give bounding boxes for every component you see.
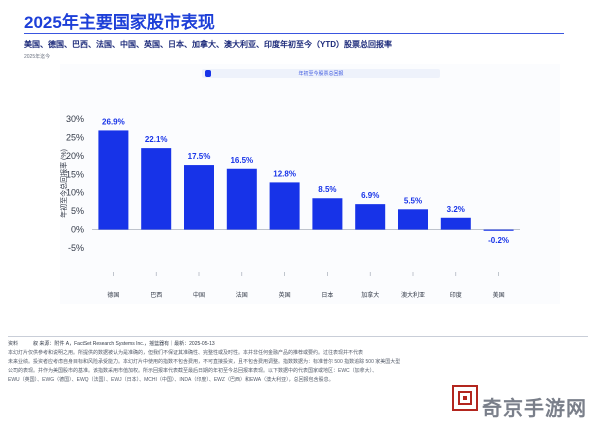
bar	[226, 168, 257, 230]
y-tick-label: 10%	[66, 188, 84, 198]
bar	[184, 165, 214, 230]
period-note: 2025年迄今	[24, 54, 51, 60]
bar	[269, 182, 300, 230]
x-category-label: 日本	[321, 291, 333, 299]
legend-label: 年初至今股票总回报	[298, 71, 344, 77]
x-category-label: 德国	[107, 291, 119, 299]
data-label: 17.5%	[188, 152, 211, 161]
footer-line: 未来业绩。投资者应考虑自身目标和风险承受能力。本幻灯片中使用的指数不包含费用，不…	[8, 359, 401, 365]
bar	[398, 209, 428, 230]
title-divider	[24, 33, 564, 34]
footer-line: EWU（英国）、EWG（德国）、EWQ（法国）、EWJ（日本）、MCHI（中国）…	[8, 377, 334, 383]
footer-divider	[8, 336, 588, 337]
footer-notes: 资料 叙 来源：附件 A，FactSet Research Systems In…	[8, 340, 438, 385]
data-label: 5.5%	[404, 196, 422, 205]
x-category-label: 澳大利亚	[401, 291, 425, 299]
y-tick-label: 25%	[66, 132, 84, 142]
data-label: 6.9%	[361, 191, 379, 200]
bar	[312, 198, 343, 230]
y-tick-label: 15%	[66, 169, 84, 179]
data-label: 3.2%	[447, 205, 465, 214]
bar	[355, 204, 386, 230]
chart-legend: 年初至今股票总回报	[202, 69, 440, 78]
footer-source: 资料 叙 来源：附件 A，FactSet Research Systems In…	[8, 341, 215, 347]
data-label: 8.5%	[318, 185, 336, 194]
legend-swatch	[205, 70, 211, 77]
footer-line: 公司的表现。并作为美国股市的基准。该指数采用市值加权。所示回报率代表截至最后日期…	[8, 368, 378, 374]
bar	[440, 217, 471, 230]
footer-line: 本幻灯片仅供参考和说明之用。所提供的数据被认为是准确的，但我们不保证其准确性、完…	[8, 350, 364, 356]
bar	[483, 229, 514, 231]
y-tick-label: 30%	[66, 114, 84, 124]
y-tick-label: 5%	[71, 206, 84, 216]
x-category-label: 美国	[493, 291, 505, 299]
seal-logo-icon	[452, 385, 478, 411]
x-category-label: 巴西	[150, 292, 162, 299]
data-label: 26.9%	[102, 117, 125, 126]
x-category-label: 中国	[193, 291, 205, 299]
page-title: 2025年主要国家股市表现	[24, 13, 215, 32]
x-category-label: 英国	[279, 291, 291, 299]
data-label: -0.2%	[488, 236, 509, 245]
chart-subtitle: 美国、德国、巴西、法国、中国、英国、日本、加拿大、澳大利亚、印度年初至今（YTD…	[24, 40, 392, 49]
y-tick-label: 0%	[71, 225, 84, 235]
x-category-label: 加拿大	[361, 291, 379, 299]
y-tick-label: -5%	[68, 243, 84, 253]
y-tick-label: 20%	[66, 151, 84, 161]
data-label: 22.1%	[145, 135, 168, 144]
y-axis-title: 年初至今总回报率 (%)	[59, 149, 68, 218]
bar	[141, 148, 172, 230]
bar	[98, 130, 129, 230]
data-label: 16.5%	[230, 156, 253, 165]
data-label: 12.8%	[273, 169, 296, 178]
x-category-label: 印度	[450, 291, 462, 299]
watermark: 奇京手游网	[482, 398, 587, 420]
x-category-label: 法国	[236, 291, 248, 299]
